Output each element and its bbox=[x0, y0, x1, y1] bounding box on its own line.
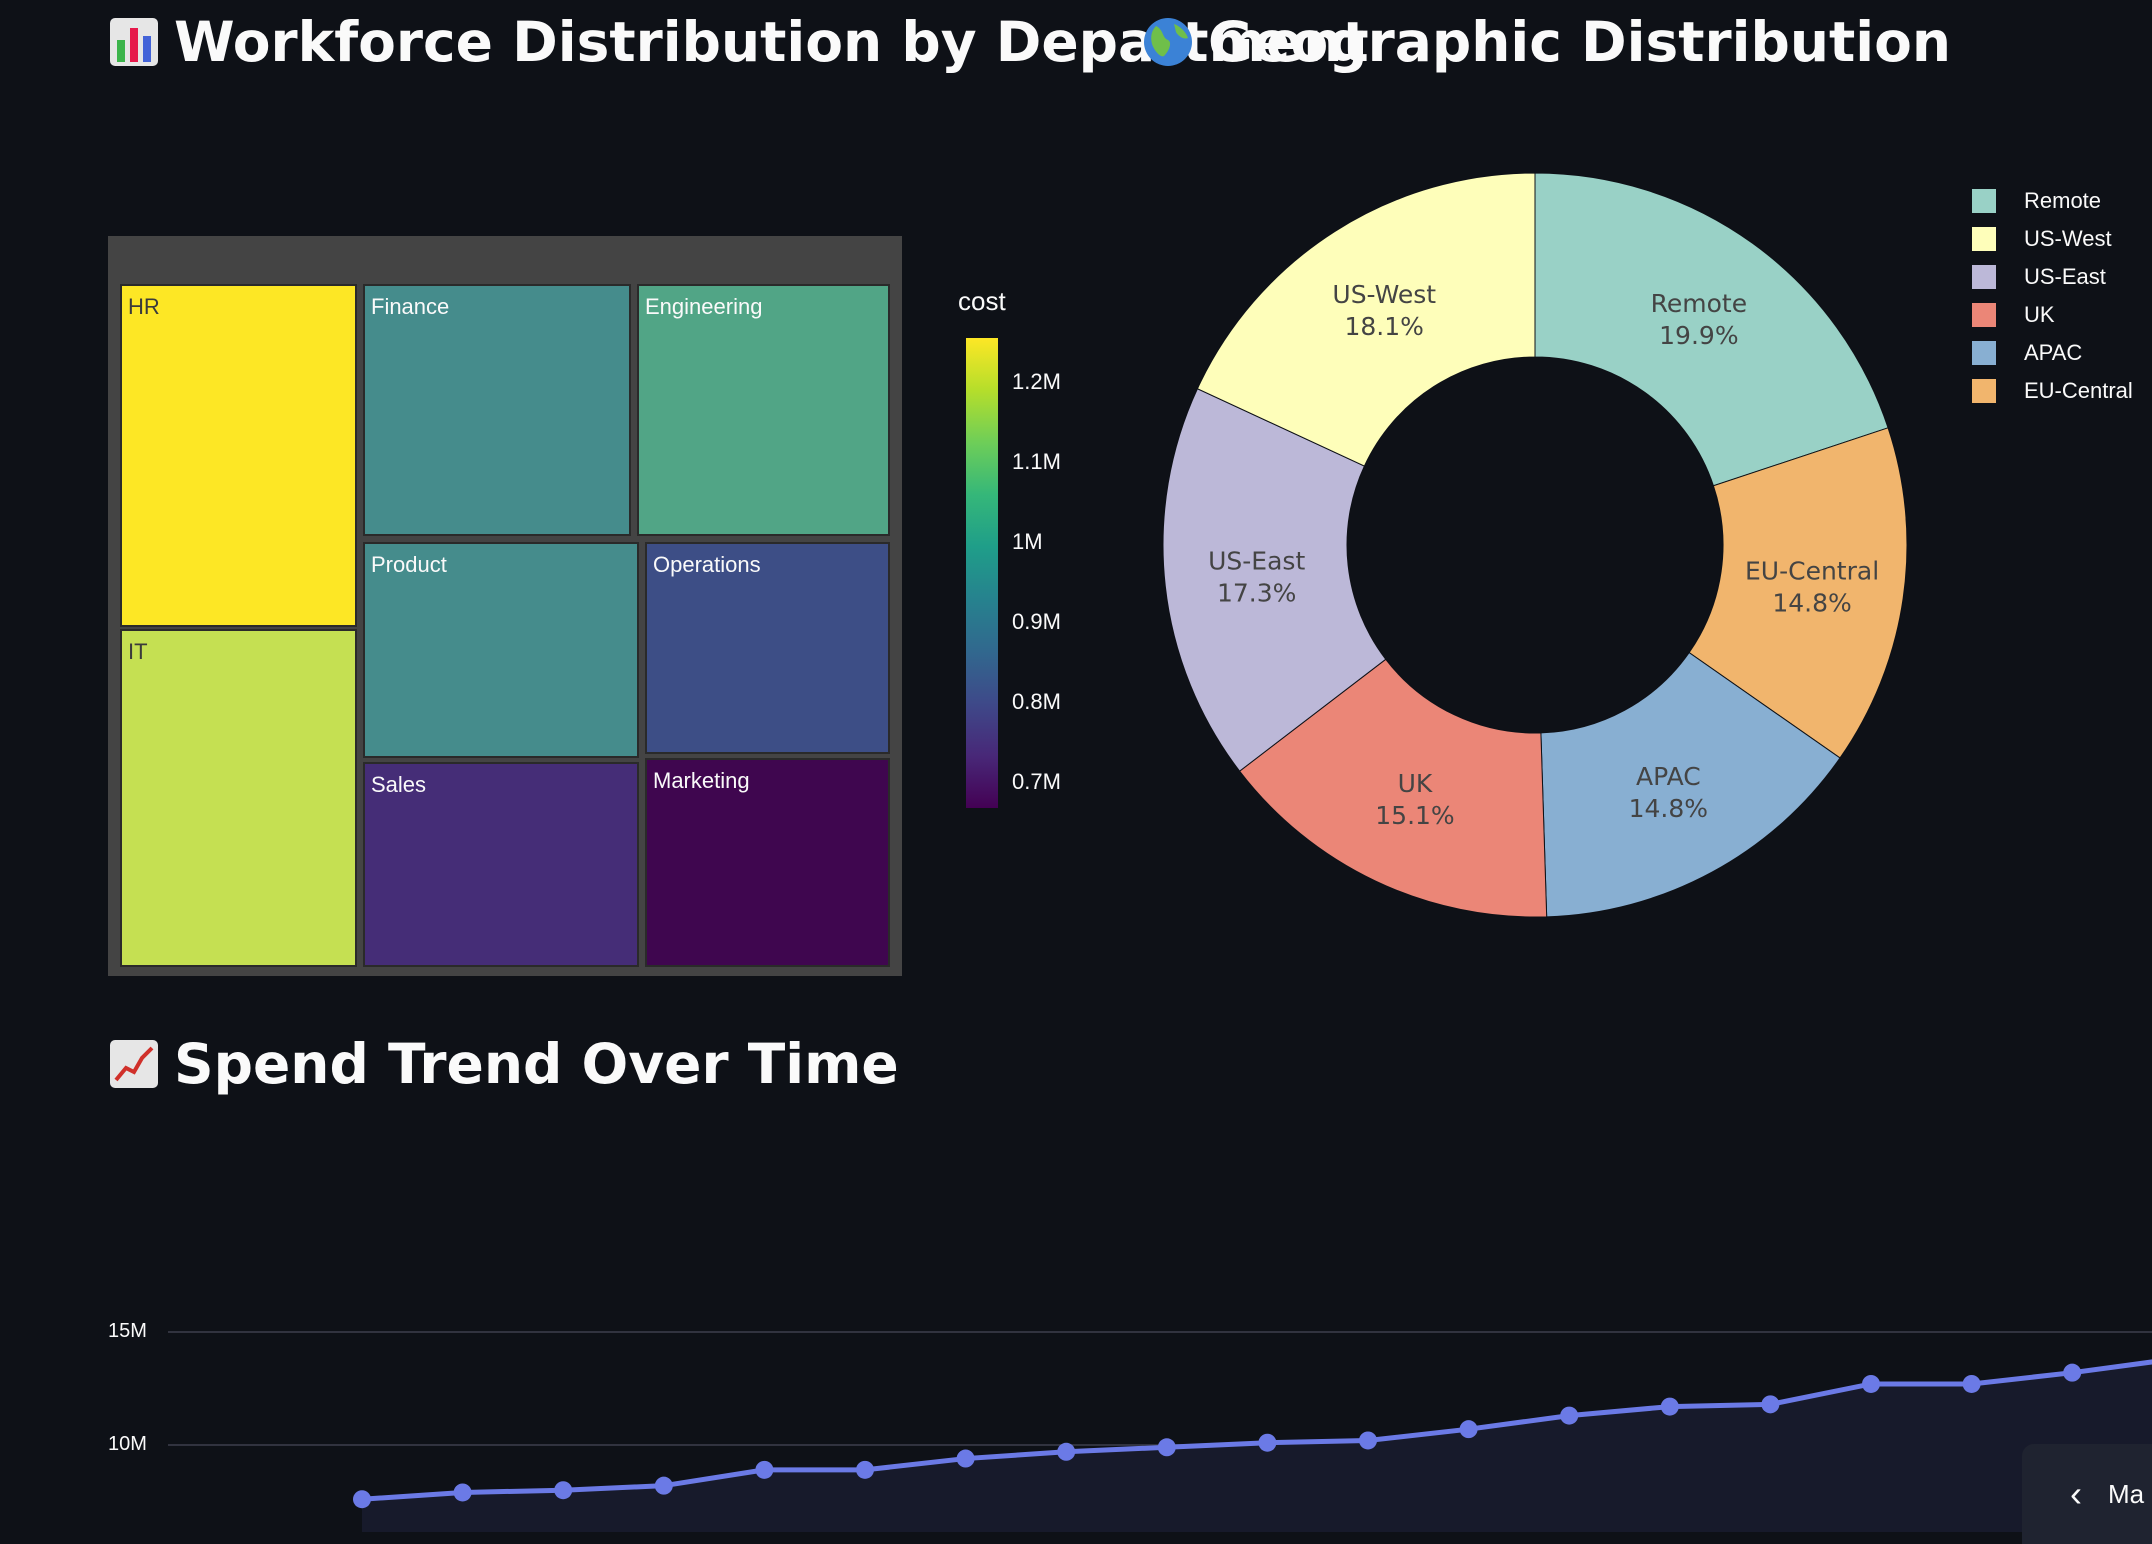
data-point[interactable] bbox=[353, 1490, 371, 1509]
legend-item-eu-central[interactable]: EU-Central bbox=[1972, 378, 2133, 404]
treemap-tile-it[interactable]: IT bbox=[120, 629, 357, 967]
treemap-tile-operations[interactable]: Operations bbox=[645, 542, 890, 754]
data-point[interactable] bbox=[1459, 1420, 1478, 1439]
legend-label: US-West bbox=[2024, 226, 2112, 251]
legend-swatch bbox=[1972, 303, 1996, 327]
data-point[interactable] bbox=[1157, 1438, 1176, 1457]
data-point[interactable] bbox=[453, 1483, 472, 1502]
donut-percent: 19.9% bbox=[1659, 321, 1738, 350]
legend-item-us-west[interactable]: US-West bbox=[1972, 226, 2112, 252]
data-point[interactable] bbox=[654, 1476, 673, 1495]
legend-swatch bbox=[1972, 189, 1996, 213]
sidebar-collapse-tab[interactable]: ‹ Ma bbox=[2022, 1444, 2152, 1544]
data-point[interactable] bbox=[1660, 1397, 1679, 1416]
treemap-tile-sales[interactable]: Sales bbox=[363, 762, 639, 967]
legend-label: Remote bbox=[2024, 188, 2102, 213]
data-point[interactable] bbox=[2063, 1363, 2082, 1382]
donut-percent: 18.1% bbox=[1345, 312, 1424, 341]
data-point[interactable] bbox=[755, 1460, 774, 1479]
globe-icon bbox=[1144, 18, 1192, 66]
legend-label: US-East bbox=[2024, 264, 2106, 289]
trend-up-icon bbox=[110, 1040, 158, 1088]
sidebar-tab-text: Ma bbox=[2108, 1478, 2145, 1509]
chevron-left-icon: ‹ bbox=[2070, 1473, 2082, 1514]
data-point[interactable] bbox=[1057, 1442, 1076, 1461]
colorbar-tick: 1.2M bbox=[1012, 369, 1061, 394]
data-point[interactable] bbox=[856, 1460, 874, 1479]
donut-label: UK bbox=[1398, 769, 1433, 798]
data-point[interactable] bbox=[1862, 1374, 1880, 1393]
legend-label: UK bbox=[2024, 302, 2055, 327]
treemap-tile-engineering[interactable]: Engineering bbox=[637, 284, 890, 536]
treemap-label-operations: Operations bbox=[653, 552, 761, 577]
y-tick-label: 15M bbox=[108, 1320, 147, 1342]
donut-chart[interactable]: Remote 19.9% EU-Central 14.8% APAC 14.8% UK 15.… bbox=[1150, 160, 1920, 930]
treemap-label-engineering: Engineering bbox=[645, 294, 763, 319]
donut-label: Remote bbox=[1651, 289, 1747, 318]
spend-trend-chart[interactable] bbox=[0, 1290, 2152, 1532]
treemap-label-sales: Sales bbox=[371, 772, 427, 797]
donut-slice-apac[interactable] bbox=[1540, 651, 1841, 918]
legend-swatch bbox=[1972, 341, 1996, 365]
legend-swatch bbox=[1972, 227, 1996, 251]
spend-heading: Spend Trend Over Time bbox=[108, 1032, 899, 1096]
donut-percent: 15.1% bbox=[1375, 801, 1454, 830]
data-point[interactable] bbox=[554, 1481, 573, 1500]
legend-label: EU-Central bbox=[2024, 378, 2133, 403]
data-point[interactable] bbox=[1560, 1406, 1579, 1425]
data-point[interactable] bbox=[1962, 1374, 1981, 1393]
treemap-tile-hr[interactable]: HR bbox=[120, 284, 357, 627]
y-tick-label: 10M bbox=[108, 1433, 147, 1455]
donut-slice-remote[interactable] bbox=[1534, 172, 1889, 487]
data-point[interactable] bbox=[1761, 1395, 1780, 1414]
colorbar-tick: 1.1M bbox=[1012, 449, 1061, 474]
donut-slice-us-east[interactable] bbox=[1162, 388, 1387, 772]
treemap-label-hr: HR bbox=[128, 294, 160, 319]
donut-label: US-West bbox=[1332, 280, 1436, 309]
legend-item-uk[interactable]: UK bbox=[1972, 302, 2055, 328]
treemap-label-finance: Finance bbox=[371, 294, 450, 319]
legend-label: APAC bbox=[2024, 340, 2083, 365]
donut-percent: 17.3% bbox=[1217, 579, 1296, 608]
donut-percent: 14.8% bbox=[1629, 794, 1708, 823]
donut-label: EU-Central bbox=[1745, 556, 1879, 585]
treemap-tile-finance[interactable]: Finance bbox=[363, 284, 631, 536]
legend-item-remote[interactable]: Remote bbox=[1972, 188, 2101, 214]
donut-slice-uk[interactable] bbox=[1238, 658, 1548, 918]
data-point[interactable] bbox=[1258, 1433, 1277, 1452]
area-fill bbox=[362, 1361, 2152, 1532]
treemap-tile-marketing[interactable]: Marketing bbox=[645, 758, 890, 967]
data-point[interactable] bbox=[1359, 1431, 1377, 1450]
colorbar-tick: 1M bbox=[1012, 529, 1043, 554]
treemap-chart[interactable]: HR IT Finance Engineering Product Operat… bbox=[108, 236, 902, 976]
treemap-label-it: IT bbox=[128, 639, 148, 664]
donut-slice-eu-central[interactable] bbox=[1688, 427, 1908, 759]
legend-item-apac[interactable]: APAC bbox=[1972, 340, 2082, 366]
colorbar-tick: 0.9M bbox=[1012, 609, 1061, 634]
legend-item-us-east[interactable]: US-East bbox=[1972, 264, 2106, 290]
colorbar-title: cost bbox=[958, 286, 1006, 316]
colorbar-tick: 0.7M bbox=[1012, 769, 1061, 794]
treemap-label-marketing: Marketing bbox=[653, 768, 750, 793]
colorbar-tick: 0.8M bbox=[1012, 689, 1061, 714]
legend-swatch bbox=[1972, 265, 1996, 289]
bar-chart-icon bbox=[110, 18, 158, 66]
spend-heading-text: Spend Trend Over Time bbox=[174, 1032, 899, 1096]
legend-swatch bbox=[1972, 379, 1996, 403]
donut-label: APAC bbox=[1636, 762, 1701, 791]
donut-label: US-East bbox=[1208, 547, 1305, 576]
geo-heading-text: Geographic Distribution bbox=[1208, 10, 1952, 74]
colorbar bbox=[966, 338, 998, 808]
donut-slice-us-west[interactable] bbox=[1196, 172, 1536, 467]
treemap-label-product: Product bbox=[371, 552, 447, 577]
donut-percent: 14.8% bbox=[1772, 588, 1851, 617]
data-point[interactable] bbox=[956, 1449, 975, 1468]
geo-heading: Geographic Distribution bbox=[1142, 10, 1951, 74]
treemap-tile-product[interactable]: Product bbox=[363, 542, 639, 758]
